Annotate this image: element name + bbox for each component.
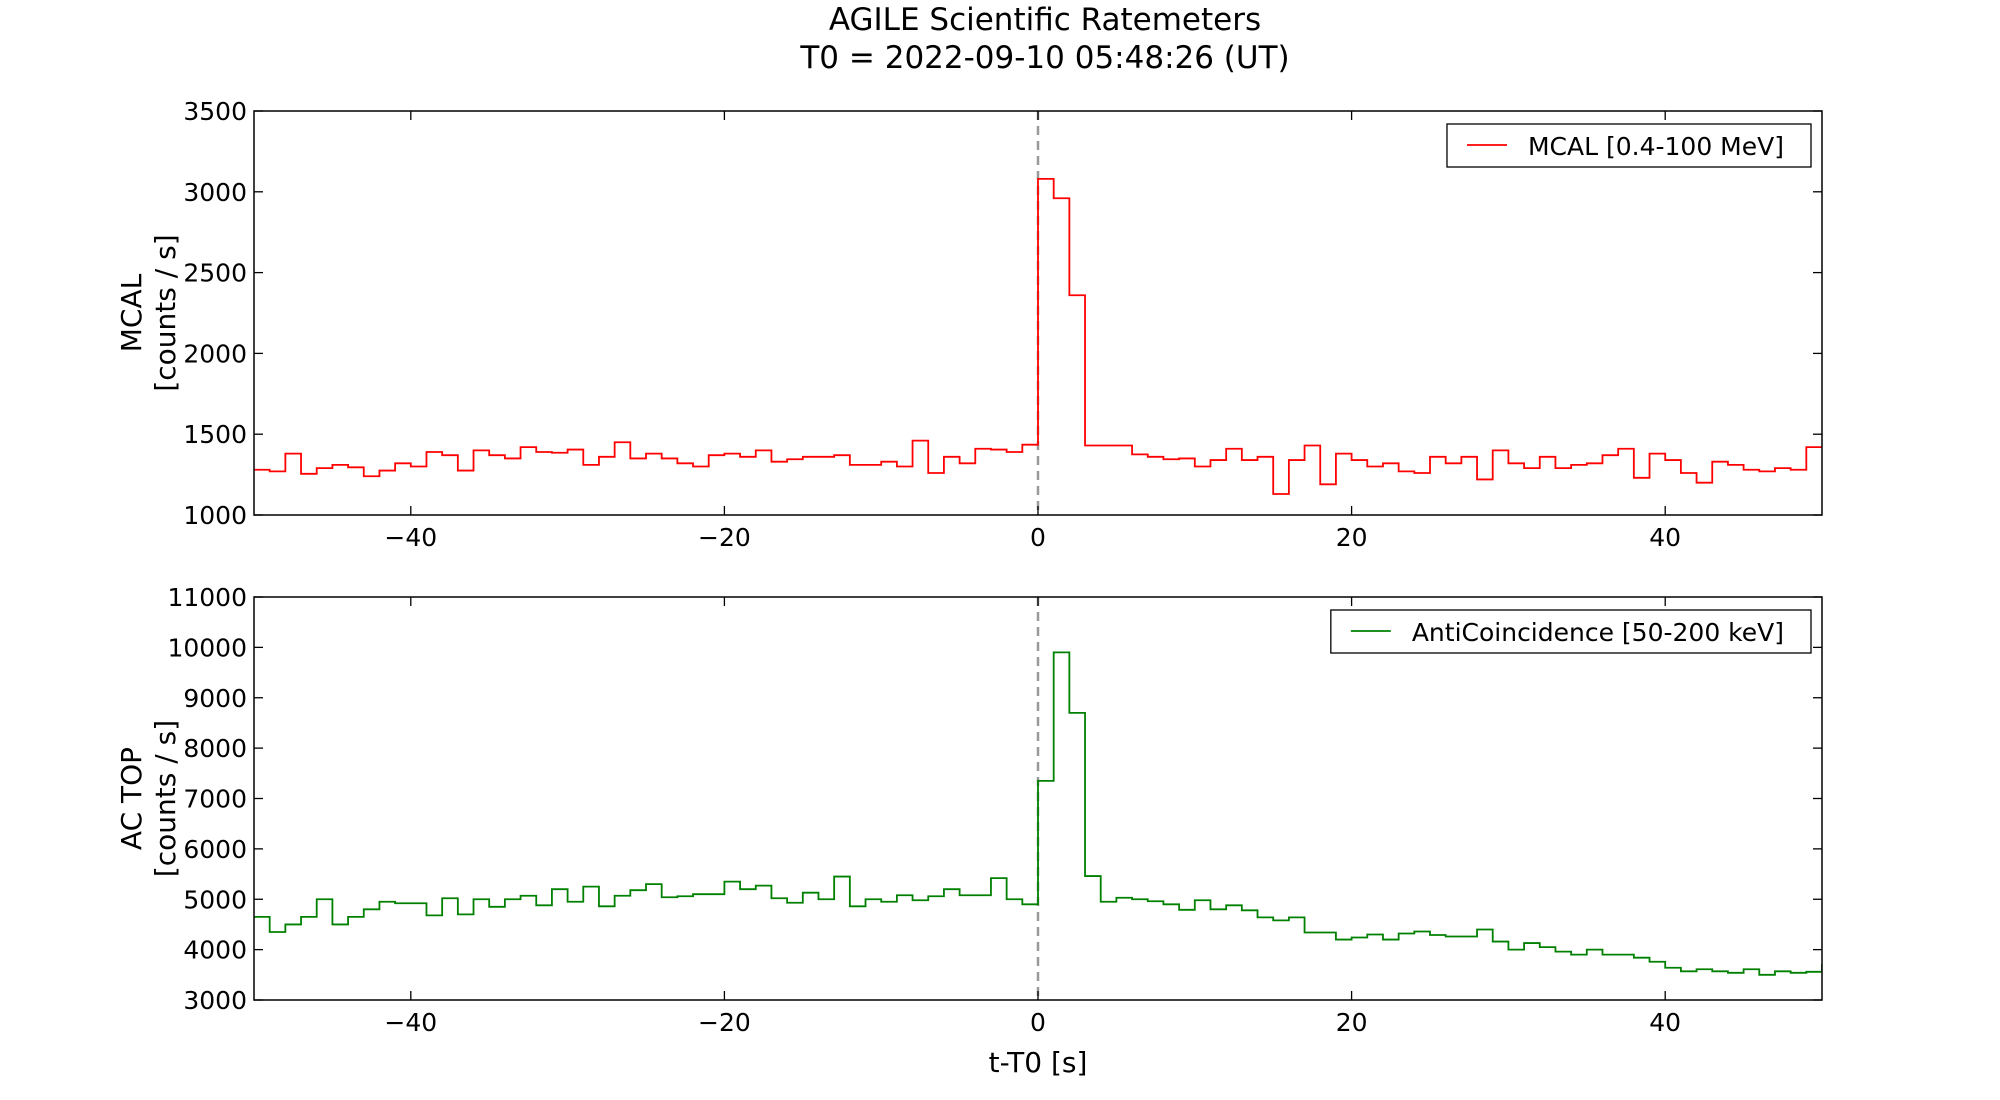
y-tick-label: 5000 <box>183 885 247 914</box>
x-tick-label: 0 <box>1030 1008 1046 1037</box>
y-axis-unit-label: [counts / s] <box>149 234 182 391</box>
y-tick-label: 11000 <box>167 583 247 612</box>
figure-subtitle: T0 = 2022-09-10 05:48:26 (UT) <box>799 40 1289 76</box>
x-tick-label: 40 <box>1649 1008 1681 1037</box>
y-tick-label: 3000 <box>183 986 247 1015</box>
y-tick-label: 3500 <box>183 97 247 126</box>
x-tick-label: 20 <box>1336 1008 1368 1037</box>
x-tick-label: 0 <box>1030 523 1046 552</box>
y-tick-label: 10000 <box>167 633 247 662</box>
y-tick-label: 9000 <box>183 684 247 713</box>
y-tick-label: 6000 <box>183 835 247 864</box>
series-0-group <box>254 651 1822 976</box>
x-tick-label: 20 <box>1336 523 1368 552</box>
ac-top-panel: −40 −20 0 20 40 3000 4000 5000 6000 7000 8000 9000 1… <box>115 583 1823 1079</box>
legend: MCAL [0.4-100 MeV] <box>1446 123 1812 168</box>
y-tick-label: 4000 <box>183 936 247 965</box>
y-tick-label: 2500 <box>183 259 247 288</box>
y-tick-label: 8000 <box>183 734 247 763</box>
x-tick-label: −20 <box>698 1008 751 1037</box>
y-tick-label: 3000 <box>183 178 247 207</box>
x-axis-label: t-T0 [s] <box>989 1046 1088 1079</box>
legend-label: AntiCoincidence [50-200 keV] <box>1412 618 1784 647</box>
series-0-group <box>254 177 1822 495</box>
y-tick-label: 1000 <box>183 501 247 530</box>
legend-box <box>1446 123 1812 168</box>
y-tick-label: 7000 <box>183 785 247 814</box>
y-axis-unit-label: [counts / s] <box>149 720 182 877</box>
y-tick-label: 2000 <box>183 339 247 368</box>
x-tick-label: −40 <box>384 523 437 552</box>
legend-box <box>1330 609 1812 654</box>
x-tick-label: −40 <box>384 1008 437 1037</box>
x-tick-label: 40 <box>1649 523 1681 552</box>
legend: AntiCoincidence [50-200 keV] <box>1330 609 1812 654</box>
y-axis-label: MCAL <box>115 273 148 352</box>
x-tick-label: −20 <box>698 523 751 552</box>
mcal-panel: −40 −20 0 20 40 1000 1500 2000 2500 3000 3500 MCAL[… <box>115 97 1823 552</box>
y-tick-label: 1500 <box>183 420 247 449</box>
series-line <box>254 177 1822 495</box>
y-axis-label: AC TOP <box>115 747 148 850</box>
figure-title: AGILE Scientific Ratemeters <box>829 2 1261 38</box>
legend-label: MCAL [0.4-100 MeV] <box>1528 132 1784 161</box>
series-line <box>254 651 1822 976</box>
